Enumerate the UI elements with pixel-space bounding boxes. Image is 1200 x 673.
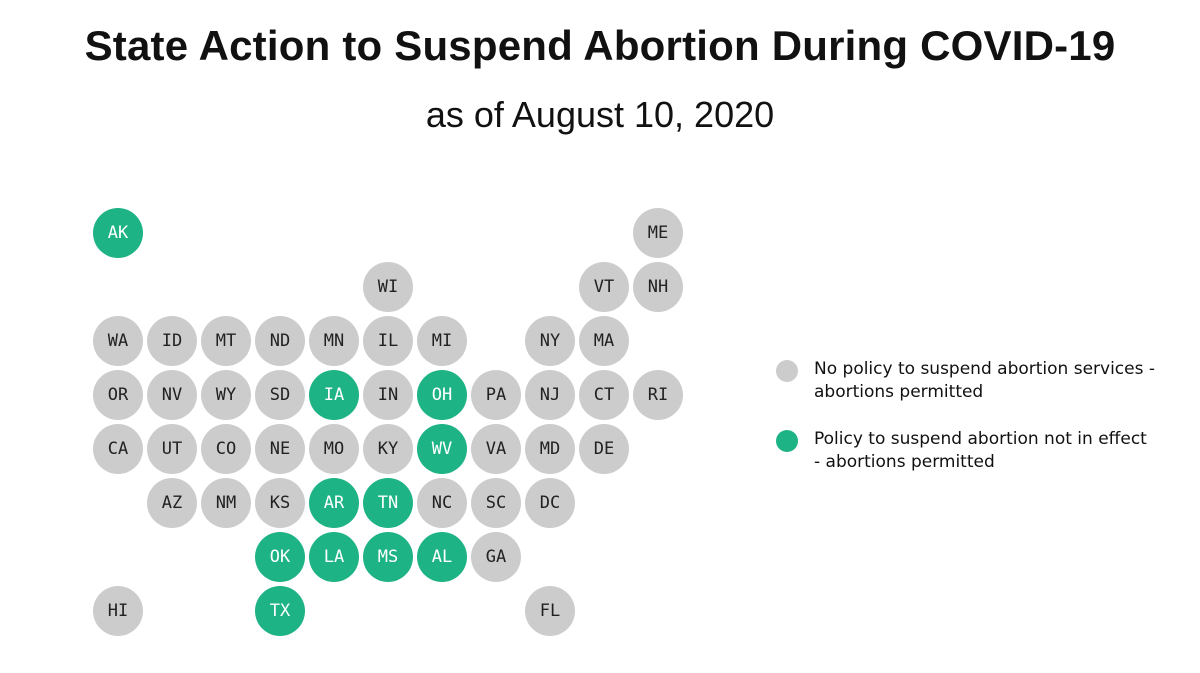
state-tile-nd: ND <box>255 316 305 366</box>
state-tile-ia: IA <box>309 370 359 420</box>
state-tile-me: ME <box>633 208 683 258</box>
state-tile-oh: OH <box>417 370 467 420</box>
state-tile-co: CO <box>201 424 251 474</box>
state-tile-va: VA <box>471 424 521 474</box>
legend-swatch-policy-not-in-effect <box>776 430 798 452</box>
state-tile-vt: VT <box>579 262 629 312</box>
state-tile-ca: CA <box>93 424 143 474</box>
state-tile-az: AZ <box>147 478 197 528</box>
state-tile-ut: UT <box>147 424 197 474</box>
state-tile-ar: AR <box>309 478 359 528</box>
legend-label-policy-not-in-effect: Policy to suspend abortion not in effect… <box>814 429 1147 472</box>
state-tile-ga: GA <box>471 532 521 582</box>
legend-item-policy-not-in-effect: Policy to suspend abortion not in effect… <box>776 428 1156 474</box>
state-tile-in: IN <box>363 370 413 420</box>
state-tile-nm: NM <box>201 478 251 528</box>
state-tile-ne: NE <box>255 424 305 474</box>
legend-item-no-policy: No policy to suspend abortion services -… <box>776 358 1156 404</box>
state-tile-tn: TN <box>363 478 413 528</box>
state-tile-nh: NH <box>633 262 683 312</box>
state-tile-ok: OK <box>255 532 305 582</box>
state-tile-nj: NJ <box>525 370 575 420</box>
state-tile-mi: MI <box>417 316 467 366</box>
state-tile-md: MD <box>525 424 575 474</box>
legend-label-no-policy: No policy to suspend abortion services -… <box>814 359 1156 402</box>
state-tile-mn: MN <box>309 316 359 366</box>
state-tile-wi: WI <box>363 262 413 312</box>
state-tile-ma: MA <box>579 316 629 366</box>
state-tile-ny: NY <box>525 316 575 366</box>
state-tile-ky: KY <box>363 424 413 474</box>
state-tile-ak: AK <box>93 208 143 258</box>
page-subtitle: as of August 10, 2020 <box>425 94 775 135</box>
state-tile-fl: FL <box>525 586 575 636</box>
state-tile-wy: WY <box>201 370 251 420</box>
state-tile-sd: SD <box>255 370 305 420</box>
state-tile-mt: MT <box>201 316 251 366</box>
state-tile-al: AL <box>417 532 467 582</box>
state-tile-wv: WV <box>417 424 467 474</box>
state-tile-dc: DC <box>525 478 575 528</box>
state-tile-ri: RI <box>633 370 683 420</box>
page-title: State Action to Suspend Abortion During … <box>84 22 1116 69</box>
state-tile-ms: MS <box>363 532 413 582</box>
legend: No policy to suspend abortion services -… <box>776 358 1156 498</box>
state-tile-sc: SC <box>471 478 521 528</box>
legend-swatch-no-policy <box>776 360 798 382</box>
state-tile-de: DE <box>579 424 629 474</box>
state-tile-il: IL <box>363 316 413 366</box>
state-tile-ks: KS <box>255 478 305 528</box>
state-tile-nv: NV <box>147 370 197 420</box>
state-tile-tx: TX <box>255 586 305 636</box>
state-tile-la: LA <box>309 532 359 582</box>
state-tile-pa: PA <box>471 370 521 420</box>
state-tile-mo: MO <box>309 424 359 474</box>
state-tile-or: OR <box>93 370 143 420</box>
state-tile-wa: WA <box>93 316 143 366</box>
state-tile-id: ID <box>147 316 197 366</box>
state-tile-nc: NC <box>417 478 467 528</box>
state-tile-ct: CT <box>579 370 629 420</box>
state-tile-hi: HI <box>93 586 143 636</box>
